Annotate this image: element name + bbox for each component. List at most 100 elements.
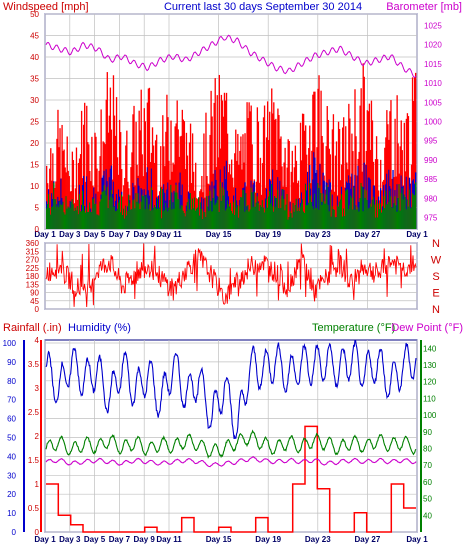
wind-average-bar [409, 183, 412, 229]
wind-base-bar [276, 198, 278, 229]
wind-base-bar [331, 206, 334, 229]
wind-gust-bar [236, 160, 238, 229]
wind-base-bar [252, 206, 254, 229]
wind-gust-bar [77, 162, 80, 229]
wind-base-bar [238, 217, 240, 229]
wind-base-bar [244, 211, 246, 229]
rain-tick-label: 1.5 [28, 456, 40, 465]
wind-gust-bar [57, 109, 59, 229]
wind-base-bar [346, 189, 348, 229]
direction-series [45, 243, 417, 308]
wind-average-bar [179, 172, 181, 229]
wind-base-bar [404, 197, 407, 229]
wind-tick-label: 50 [30, 10, 39, 19]
wind-gust-bar [330, 189, 333, 229]
wind-series [45, 34, 417, 230]
wind-base-bar [140, 201, 142, 229]
wind-base-bar [92, 199, 94, 229]
wind-average-bar [224, 179, 227, 229]
temperature-tick-label: 50 [423, 495, 432, 504]
wind-base-bar [64, 214, 66, 229]
wind-base-bar [102, 191, 104, 229]
wind-gust-bar [352, 151, 354, 229]
wind-base-bar [212, 198, 214, 229]
wind-base-bar [172, 202, 174, 229]
wind-base-bar [101, 191, 103, 229]
wind-base-bar [403, 194, 405, 229]
wind-gust-bar [354, 89, 356, 229]
wind-gust-bar [406, 113, 409, 229]
wind-base-bar [149, 210, 152, 229]
wind-gust-bar [154, 140, 157, 229]
rain-tick-label: 2 [35, 432, 40, 441]
wind-gust-bar [214, 78, 216, 229]
wind-gust-bar [126, 130, 128, 229]
wind-base-bar [84, 210, 86, 229]
wind-gust-bar [127, 181, 129, 229]
temperature-tick-label: 40 [423, 511, 432, 520]
dewpoint-line [45, 455, 417, 468]
wind-gust-bar [98, 170, 100, 229]
wind-average-bar [225, 160, 228, 229]
wind-average-bar [167, 182, 169, 229]
compass-letter: N [432, 304, 440, 316]
wind-base-bar [250, 187, 252, 229]
direction-tick-label: 180 [26, 272, 40, 281]
wind-base-bar [247, 204, 249, 229]
wind-gust-bar [363, 76, 365, 229]
wind-gust-bar [112, 75, 115, 229]
wind-average-bar [60, 178, 62, 229]
wind-base-bar [343, 208, 345, 229]
wind-base-bar [48, 194, 50, 229]
wind-base-bar [117, 202, 120, 229]
barometer-tick-label: 1000 [424, 118, 442, 127]
wind-gust-bar [331, 129, 334, 229]
wind-base-bar [265, 198, 268, 229]
wind-gust-bar [362, 63, 364, 230]
wind-base-bar [280, 208, 282, 229]
barometer-tick-label: 975 [424, 213, 438, 222]
barometer-tick-label: 1020 [424, 41, 442, 50]
wind-gust-bar [174, 126, 176, 229]
wind-base-bar [57, 204, 59, 229]
wind-base-bar [209, 190, 211, 229]
day-label: Day 11 [156, 230, 182, 239]
wind-base-bar [386, 204, 388, 229]
wind-base-bar [133, 199, 135, 229]
wind-base-bar [329, 191, 331, 229]
wind-gust-bar [327, 119, 329, 229]
wind-gust-bar [118, 119, 121, 229]
wind-base-bar [116, 208, 119, 229]
day-label: Day 23 [305, 230, 331, 239]
wind-gust-bar [265, 137, 268, 229]
day-label: Day 5 [84, 535, 106, 544]
wind-gust-bar [191, 133, 194, 229]
wind-base-bar [70, 202, 72, 229]
wind-gust-bar [288, 140, 290, 229]
wind-base-bar [55, 199, 57, 229]
wind-base-bar [268, 196, 270, 229]
wind-gust-bar [167, 117, 169, 229]
wind-gust-bar [182, 119, 185, 229]
wind-base-bar [126, 215, 128, 229]
wind-base-bar [289, 211, 291, 229]
wind-tick-label: 0 [35, 225, 40, 234]
wind-base-bar [52, 206, 54, 229]
wind-gust-bar [239, 150, 241, 229]
wind-gust-bar [87, 142, 89, 229]
wind-base-bar [330, 216, 333, 229]
wind-gust-bar [249, 111, 251, 229]
wind-base-bar [339, 199, 342, 229]
wind-base-bar [384, 208, 386, 229]
barometer-tick-label: 1005 [424, 98, 442, 107]
wind-average-bar [367, 177, 370, 229]
wind-base-bar [143, 195, 145, 229]
wind-base-bar [323, 201, 325, 229]
wind-gust-bar [210, 90, 212, 230]
wind-gust-bar [107, 132, 109, 229]
wind-average-bar [392, 169, 394, 229]
wind-gust-bar [211, 116, 213, 229]
wind-base-bar [373, 204, 376, 229]
wind-base-bar [396, 211, 398, 229]
wind-base-bar [324, 203, 326, 229]
